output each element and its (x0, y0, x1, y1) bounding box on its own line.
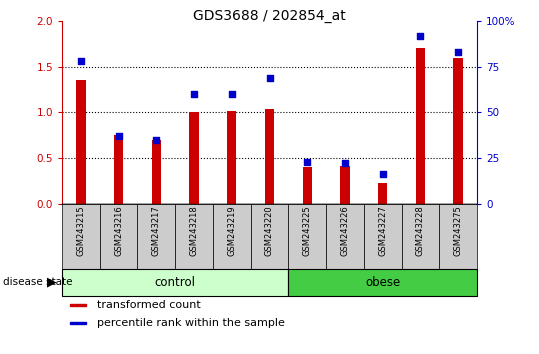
Point (416, 33, 425, 39)
Bar (439, 204, 477, 269)
Bar (453, 58, 463, 204)
Bar (302, 167, 312, 204)
Bar (288, 204, 326, 269)
Point (152, 137, 161, 143)
Text: control: control (155, 276, 196, 289)
Text: GSM243217: GSM243217 (152, 206, 161, 256)
Bar (175, 204, 213, 269)
Bar (100, 204, 137, 269)
Text: GSM243226: GSM243226 (341, 206, 349, 256)
Point (303, 159, 312, 165)
Bar (62, 269, 288, 296)
Point (341, 161, 349, 166)
Text: GSM243219: GSM243219 (227, 206, 236, 256)
Text: GSM243228: GSM243228 (416, 206, 425, 256)
Point (454, 50, 462, 55)
Bar (151, 140, 161, 204)
Text: GSM243220: GSM243220 (265, 206, 274, 256)
Point (265, 75, 274, 81)
Bar (326, 204, 364, 269)
Point (378, 172, 387, 177)
Bar (340, 166, 350, 204)
Bar (416, 48, 425, 204)
Text: GSM243216: GSM243216 (114, 206, 123, 256)
Bar (378, 183, 388, 204)
Bar (76, 80, 86, 204)
Text: obese: obese (365, 276, 400, 289)
Bar (288, 269, 477, 296)
Bar (62, 204, 100, 269)
Bar (70, 322, 86, 324)
Text: GSM243227: GSM243227 (378, 206, 387, 256)
Bar (189, 113, 199, 204)
Bar (70, 304, 86, 306)
Bar (213, 204, 251, 269)
Text: ▶: ▶ (47, 276, 57, 289)
Bar (364, 204, 402, 269)
Text: percentile rank within the sample: percentile rank within the sample (97, 318, 285, 327)
Bar (137, 204, 175, 269)
Text: GSM243275: GSM243275 (454, 206, 462, 256)
Text: GSM243218: GSM243218 (190, 206, 198, 256)
Text: GSM243215: GSM243215 (77, 206, 85, 256)
Text: disease state: disease state (3, 277, 72, 287)
Point (227, 91, 236, 97)
Bar (114, 135, 123, 204)
Bar (265, 109, 274, 204)
Point (114, 133, 123, 139)
Text: GDS3688 / 202854_at: GDS3688 / 202854_at (193, 9, 346, 23)
Point (77, 58, 85, 64)
Bar (251, 204, 288, 269)
Bar (227, 110, 237, 204)
Point (190, 91, 198, 97)
Text: GSM243225: GSM243225 (303, 206, 312, 256)
Text: transformed count: transformed count (97, 300, 201, 310)
Bar (402, 204, 439, 269)
